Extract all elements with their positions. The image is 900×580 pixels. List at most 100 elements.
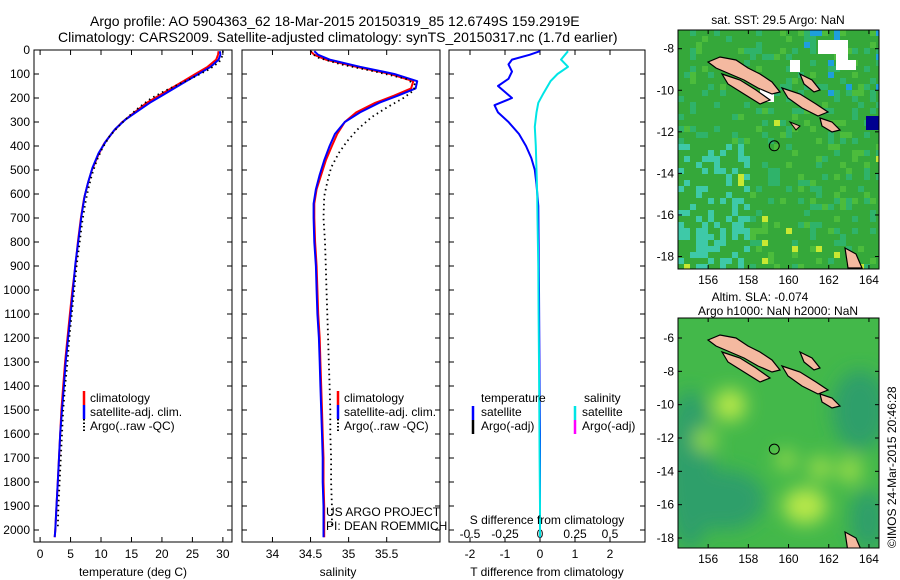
depth-tick-label: 1200 (3, 331, 30, 345)
legend-argo-label: Argo(..raw -QC) (344, 419, 429, 433)
sst-cell (828, 204, 834, 210)
sst-cell (762, 120, 768, 126)
sst-cell (780, 30, 786, 36)
sst-cell (876, 102, 879, 108)
sst-cell (858, 246, 864, 252)
depth-tick-label: 400 (10, 139, 30, 153)
sst-cell (846, 132, 852, 138)
map-y-tick-label: -14 (657, 464, 675, 478)
sst-cell (738, 264, 744, 269)
sst-cell (732, 198, 738, 204)
sst-cell (876, 174, 879, 180)
map-x-tick-label: 156 (698, 273, 718, 287)
salinity-depth-ticks (242, 49, 440, 531)
sst-cell (702, 228, 708, 234)
sst-map-title: sat. SST: 29.5 Argo: NaN (711, 13, 844, 27)
sst-cell (834, 96, 840, 102)
sst-cell (756, 228, 762, 234)
sst-cell (714, 162, 720, 168)
depth-tick-label: 600 (10, 187, 30, 201)
sst-cell (738, 258, 744, 264)
sst-cell (726, 258, 732, 264)
depth-tick-label: 0 (23, 43, 30, 57)
sst-cell (858, 186, 864, 192)
sst-cell (876, 60, 879, 66)
sst-cell (744, 60, 750, 66)
sst-cell (810, 72, 816, 78)
sst-cell (684, 156, 690, 162)
sst-cell (786, 162, 792, 168)
sst-cell (798, 90, 804, 96)
x-tick-label: 34.5 (299, 547, 323, 561)
sla-map-axes: 156 158 160 162 164 -6 -8 -10 -12 -14 -16 -18 (657, 318, 879, 566)
sst-cell (798, 222, 804, 228)
sst-cell (804, 42, 810, 48)
sst-cell (870, 108, 876, 114)
x-tick-label: 35.5 (375, 547, 399, 561)
sst-cell (822, 84, 828, 90)
sst-cell (774, 222, 780, 228)
sst-cell (714, 246, 720, 252)
sst-cell (756, 126, 762, 132)
map-x-tick-label: 162 (819, 552, 839, 566)
sst-cell (834, 240, 840, 246)
sst-cell (684, 144, 690, 150)
sst-cell (804, 36, 810, 42)
sst-cell (858, 150, 864, 156)
sst-cell (870, 42, 876, 48)
sst-cell (792, 114, 798, 120)
sst-cell (708, 84, 714, 90)
sst-cell (792, 240, 798, 246)
sst-cell (822, 156, 828, 162)
sst-cell (690, 252, 696, 258)
map-x-tick-label: 156 (698, 552, 718, 566)
depth-tick-label: 1600 (3, 427, 30, 441)
sst-cell (690, 108, 696, 114)
sst-cell (840, 234, 846, 240)
sst-cell (756, 246, 762, 252)
sst-cell (822, 174, 828, 180)
sst-cell (732, 252, 738, 258)
sst-cell (864, 48, 870, 54)
x-tick-label: 20 (155, 547, 169, 561)
depth-tick-label: 1500 (3, 403, 30, 417)
sla-islands (706, 334, 861, 548)
sst-cell (702, 36, 708, 42)
legend-t-argo-label: Argo(-adj) (481, 419, 534, 433)
sst-cell (708, 258, 714, 264)
sst-cell (816, 186, 822, 192)
sst-cell (792, 78, 798, 84)
sst-cell (750, 228, 756, 234)
sst-cell (846, 198, 852, 204)
x-tick-label: 15 (125, 547, 139, 561)
x-tick-label: 30 (216, 547, 230, 561)
sst-cell (690, 126, 696, 132)
sst-cell (768, 108, 774, 114)
sst-cell (810, 228, 816, 234)
sst-cell (720, 168, 726, 174)
depth-tick-label: 1100 (4, 307, 30, 321)
sst-heatmap-cells (678, 30, 879, 269)
sst-cell (870, 210, 876, 216)
legend-satellite-label: satellite-adj. clim. (90, 405, 182, 419)
sst-cell (696, 42, 702, 48)
map-y-tick-label: -16 (657, 498, 675, 512)
temperature-legend: climatology satellite-adj. clim. Argo(..… (82, 391, 182, 433)
sst-cell (846, 84, 852, 90)
sst-cell (738, 216, 744, 222)
sst-cell (702, 132, 708, 138)
sst-cell (846, 48, 852, 54)
sst-cell (810, 222, 816, 228)
sst-cell (828, 90, 834, 96)
sst-cell (678, 210, 684, 216)
x-tick-label: 2 (607, 547, 614, 561)
t-difference-x-label: T difference from climatology (470, 565, 624, 579)
sst-cell (702, 90, 708, 96)
sst-cell (852, 108, 858, 114)
sst-cell (774, 168, 780, 174)
depth-tick-label: 900 (10, 259, 30, 273)
x-tick-label: -2 (465, 547, 476, 561)
map-x-tick-label: 160 (779, 552, 799, 566)
sst-cell (810, 204, 816, 210)
sst-cell (780, 120, 786, 126)
